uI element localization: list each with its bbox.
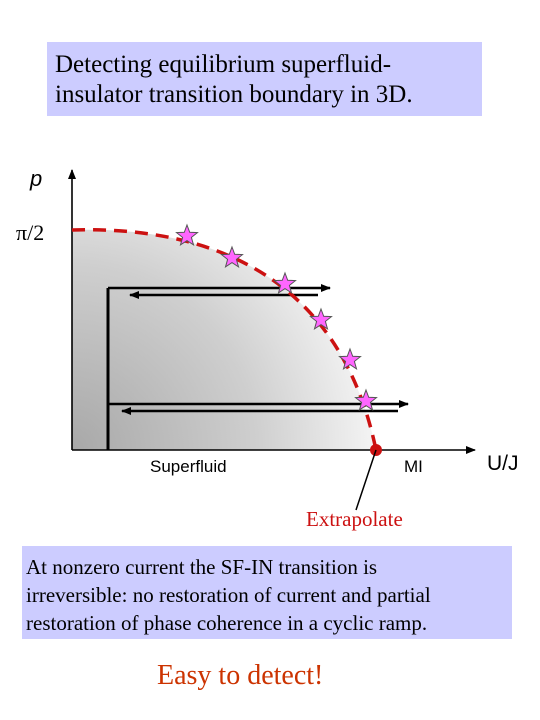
data-star-4 — [309, 307, 333, 331]
title-box: Detecting equilibrium superfluid- insula… — [47, 42, 482, 116]
y-axis-label: p — [29, 166, 42, 191]
data-star-2 — [220, 245, 244, 269]
info-line-1: At nonzero current the SF-IN transition … — [26, 555, 378, 579]
data-star-3 — [273, 271, 297, 295]
data-star-5 — [338, 347, 362, 371]
extrapolate-pointer-line — [355, 449, 377, 511]
extrapolate-label: Extrapolate — [306, 507, 403, 531]
info-box: At nonzero current the SF-IN transition … — [22, 546, 512, 639]
title-line-1: Detecting equilibrium superfluid- — [55, 51, 392, 78]
x-axis-label: U/J — [487, 452, 519, 475]
superfluid-region — [72, 229, 376, 450]
superfluid-label: Superfluid — [150, 457, 227, 476]
info-line-2: irreversible: no restoration of current … — [26, 583, 431, 607]
title-line-2: insulator transition boundary in 3D. — [55, 81, 413, 108]
data-star-1 — [175, 223, 199, 247]
mott-insulator-label: MI — [404, 457, 423, 476]
data-star-group — [175, 223, 378, 412]
data-star-6 — [354, 388, 378, 412]
info-line-3: restoration of phase coherence in a cycl… — [26, 611, 428, 635]
easy-to-detect-text: Easy to detect! — [157, 660, 324, 691]
y-tick-label: π/2 — [16, 220, 44, 245]
